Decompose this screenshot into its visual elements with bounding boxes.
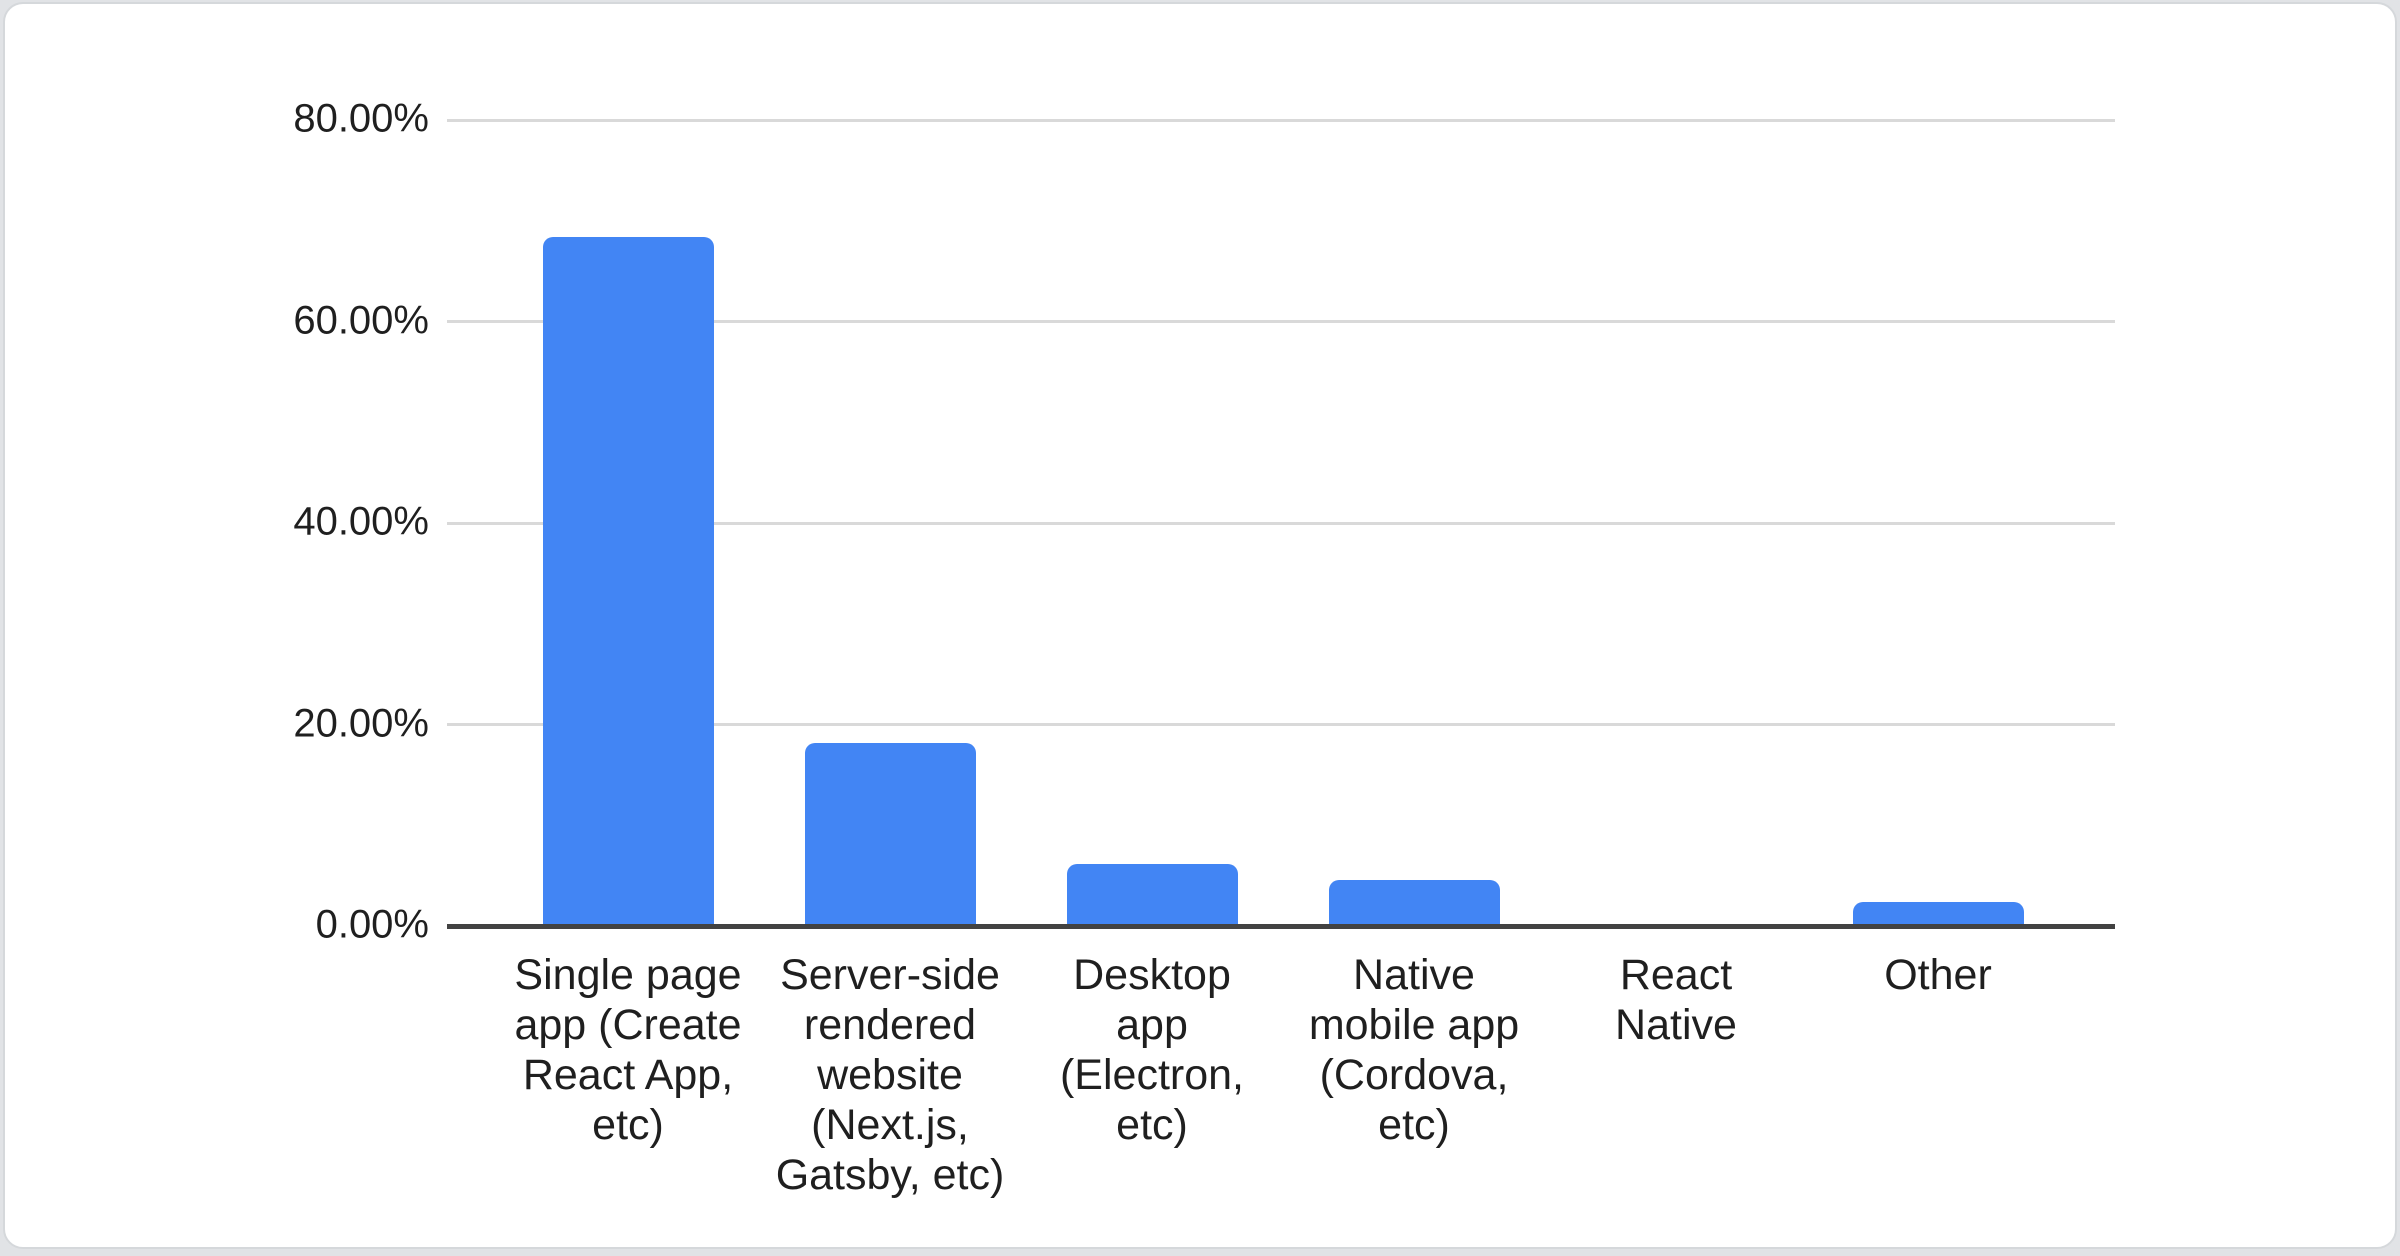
- chart-bar: [542, 236, 714, 926]
- x-axis-category-label: Native mobile app (Cordova, etc): [1308, 951, 1520, 1149]
- x-axis-category-label: Single page app (Create React App, etc): [514, 951, 742, 1149]
- x-axis-category-label: Server-side rendered website (Next.js, G…: [775, 951, 1005, 1199]
- chart-card: 80.00% 60.00% 40.00% 20.00% 0.00% Single page…: [3, 2, 2397, 1249]
- x-axis-category-label: Desktop app (Electron, etc): [1059, 951, 1244, 1149]
- y-axis-tick-label: 20.00%: [293, 701, 429, 746]
- y-axis-tick-label: 60.00%: [293, 298, 429, 343]
- bar-chart: 80.00% 60.00% 40.00% 20.00% 0.00% Single page…: [5, 4, 2395, 1247]
- y-axis-tick-label: 80.00%: [293, 96, 429, 141]
- x-axis-line: [447, 923, 2115, 929]
- chart-bar: [804, 742, 976, 926]
- chart-bar: [1852, 901, 2024, 926]
- y-axis-tick-label: 0.00%: [315, 902, 429, 947]
- chart-bar: [1328, 879, 1500, 926]
- x-axis-category-label: Other: [1884, 951, 1992, 999]
- x-axis-category-label: React Native: [1615, 951, 1737, 1049]
- y-gridline: [447, 118, 2115, 122]
- y-gridline: [447, 723, 2115, 726]
- y-gridline: [447, 521, 2115, 525]
- y-gridline: [447, 320, 2115, 323]
- chart-bar: [1066, 863, 1238, 926]
- y-axis-tick-label: 40.00%: [293, 499, 429, 544]
